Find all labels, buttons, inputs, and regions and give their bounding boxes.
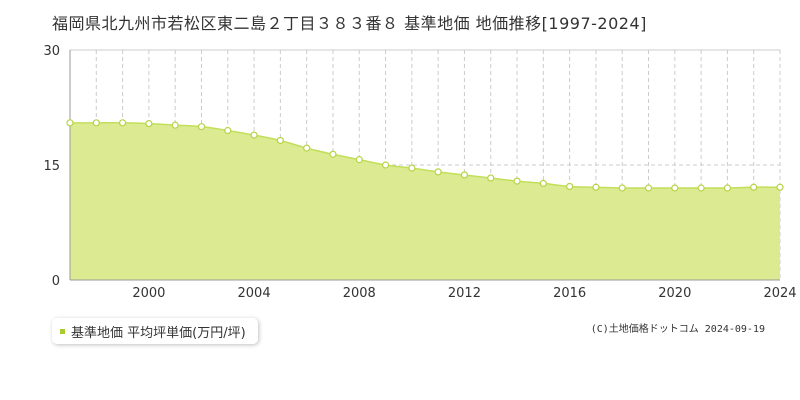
x-tick-label: 2020 xyxy=(658,286,691,301)
data-point xyxy=(381,161,390,169)
data-point xyxy=(723,184,732,192)
data-point xyxy=(539,179,547,187)
data-point xyxy=(197,123,206,131)
data-point xyxy=(513,177,521,185)
data-point xyxy=(487,174,495,182)
data-point xyxy=(776,183,784,191)
data-point xyxy=(145,119,153,128)
data-point xyxy=(750,183,758,191)
y-tick-label: 30 xyxy=(43,44,60,59)
data-point xyxy=(434,168,442,176)
y-tick-label: 15 xyxy=(43,159,60,174)
x-tick-label: 2012 xyxy=(448,286,481,301)
data-point xyxy=(329,150,337,158)
data-point xyxy=(276,136,284,145)
x-tick-label: 2000 xyxy=(132,286,165,301)
data-point xyxy=(224,126,232,135)
legend[interactable]: 基準地価 平均坪単価(万円/坪) xyxy=(52,318,258,344)
series-line xyxy=(70,122,781,189)
y-tick-label: 0 xyxy=(52,274,60,289)
data-point xyxy=(408,164,416,172)
data-point xyxy=(671,184,679,192)
x-tick-label: 2004 xyxy=(238,286,271,301)
data-markers xyxy=(66,119,784,192)
x-tick-label: 2016 xyxy=(553,286,586,301)
legend-label: 基準地価 平均坪単価(万円/坪) xyxy=(71,325,246,341)
data-point xyxy=(303,144,311,152)
series-area xyxy=(70,122,780,280)
data-point xyxy=(697,184,705,192)
data-point xyxy=(92,119,100,127)
data-point xyxy=(66,119,74,127)
data-point xyxy=(460,171,469,179)
data-point xyxy=(171,121,179,129)
data-point xyxy=(118,119,127,127)
credit-text: (C)土地価格ドットコム 2024-09-19 xyxy=(590,324,765,335)
x-tick-label: 2008 xyxy=(343,286,376,301)
axes xyxy=(69,50,780,281)
legend-marker-icon xyxy=(60,328,65,334)
data-point xyxy=(644,184,653,192)
chart-title: 福岡県北九州市若松区東二島２丁目３８３番８ 基準地価 地価推移[1997-202… xyxy=(52,14,647,33)
data-point xyxy=(566,182,574,191)
data-point xyxy=(355,156,363,164)
data-point xyxy=(618,184,626,192)
tick-labels: 0 15 30 2000 2004 2008 2012 2016 2020 2024 xyxy=(43,44,796,301)
x-tick-label: 2024 xyxy=(763,286,796,301)
data-point xyxy=(250,131,258,139)
data-point xyxy=(592,183,600,191)
